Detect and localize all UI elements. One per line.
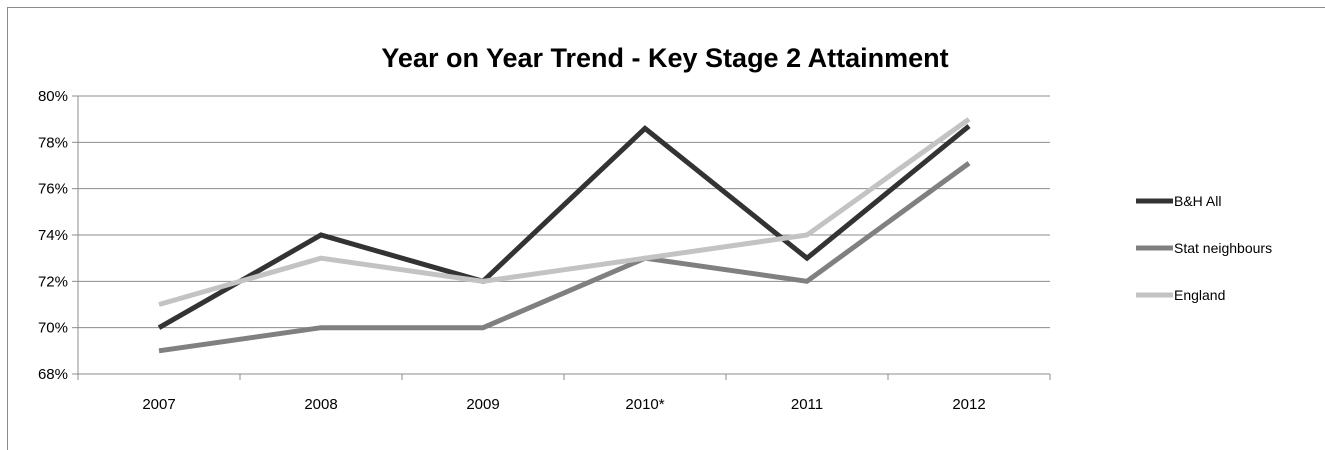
y-tick-label: 74%	[38, 227, 68, 244]
legend-label: Stat neighbours	[1174, 240, 1272, 256]
x-tick-label: 2012	[952, 396, 985, 413]
legend-label: England	[1174, 287, 1225, 303]
chart-area	[7, 7, 1325, 450]
chart-title: Year on Year Trend - Key Stage 2 Attainm…	[381, 43, 948, 73]
legend: B&H All Stat neighbours England	[1136, 193, 1272, 303]
x-tick-label: 2011	[791, 396, 823, 413]
axes: 68% 70% 72% 74% 76% 78% 80% 2007 2008 2009 2010* 20…	[38, 88, 1051, 413]
y-tick-label: 80%	[38, 88, 68, 105]
y-tick-label: 78%	[38, 134, 68, 151]
series-line	[157, 124, 971, 330]
y-tick-label: 72%	[38, 273, 68, 290]
x-tick-label: 2010*	[625, 396, 664, 413]
gridlines	[78, 95, 1050, 375]
series-line	[158, 117, 971, 307]
legend-label: B&H All	[1174, 193, 1221, 209]
x-tick-label: 2009	[466, 396, 499, 413]
x-tick-label: 2008	[304, 396, 337, 413]
series-line	[158, 161, 971, 354]
series-lines	[157, 117, 971, 354]
y-tick-label: 68%	[38, 366, 68, 383]
y-tick-label: 76%	[38, 181, 68, 198]
x-tick-label: 2007	[142, 396, 175, 413]
y-tick-label: 70%	[38, 320, 68, 337]
